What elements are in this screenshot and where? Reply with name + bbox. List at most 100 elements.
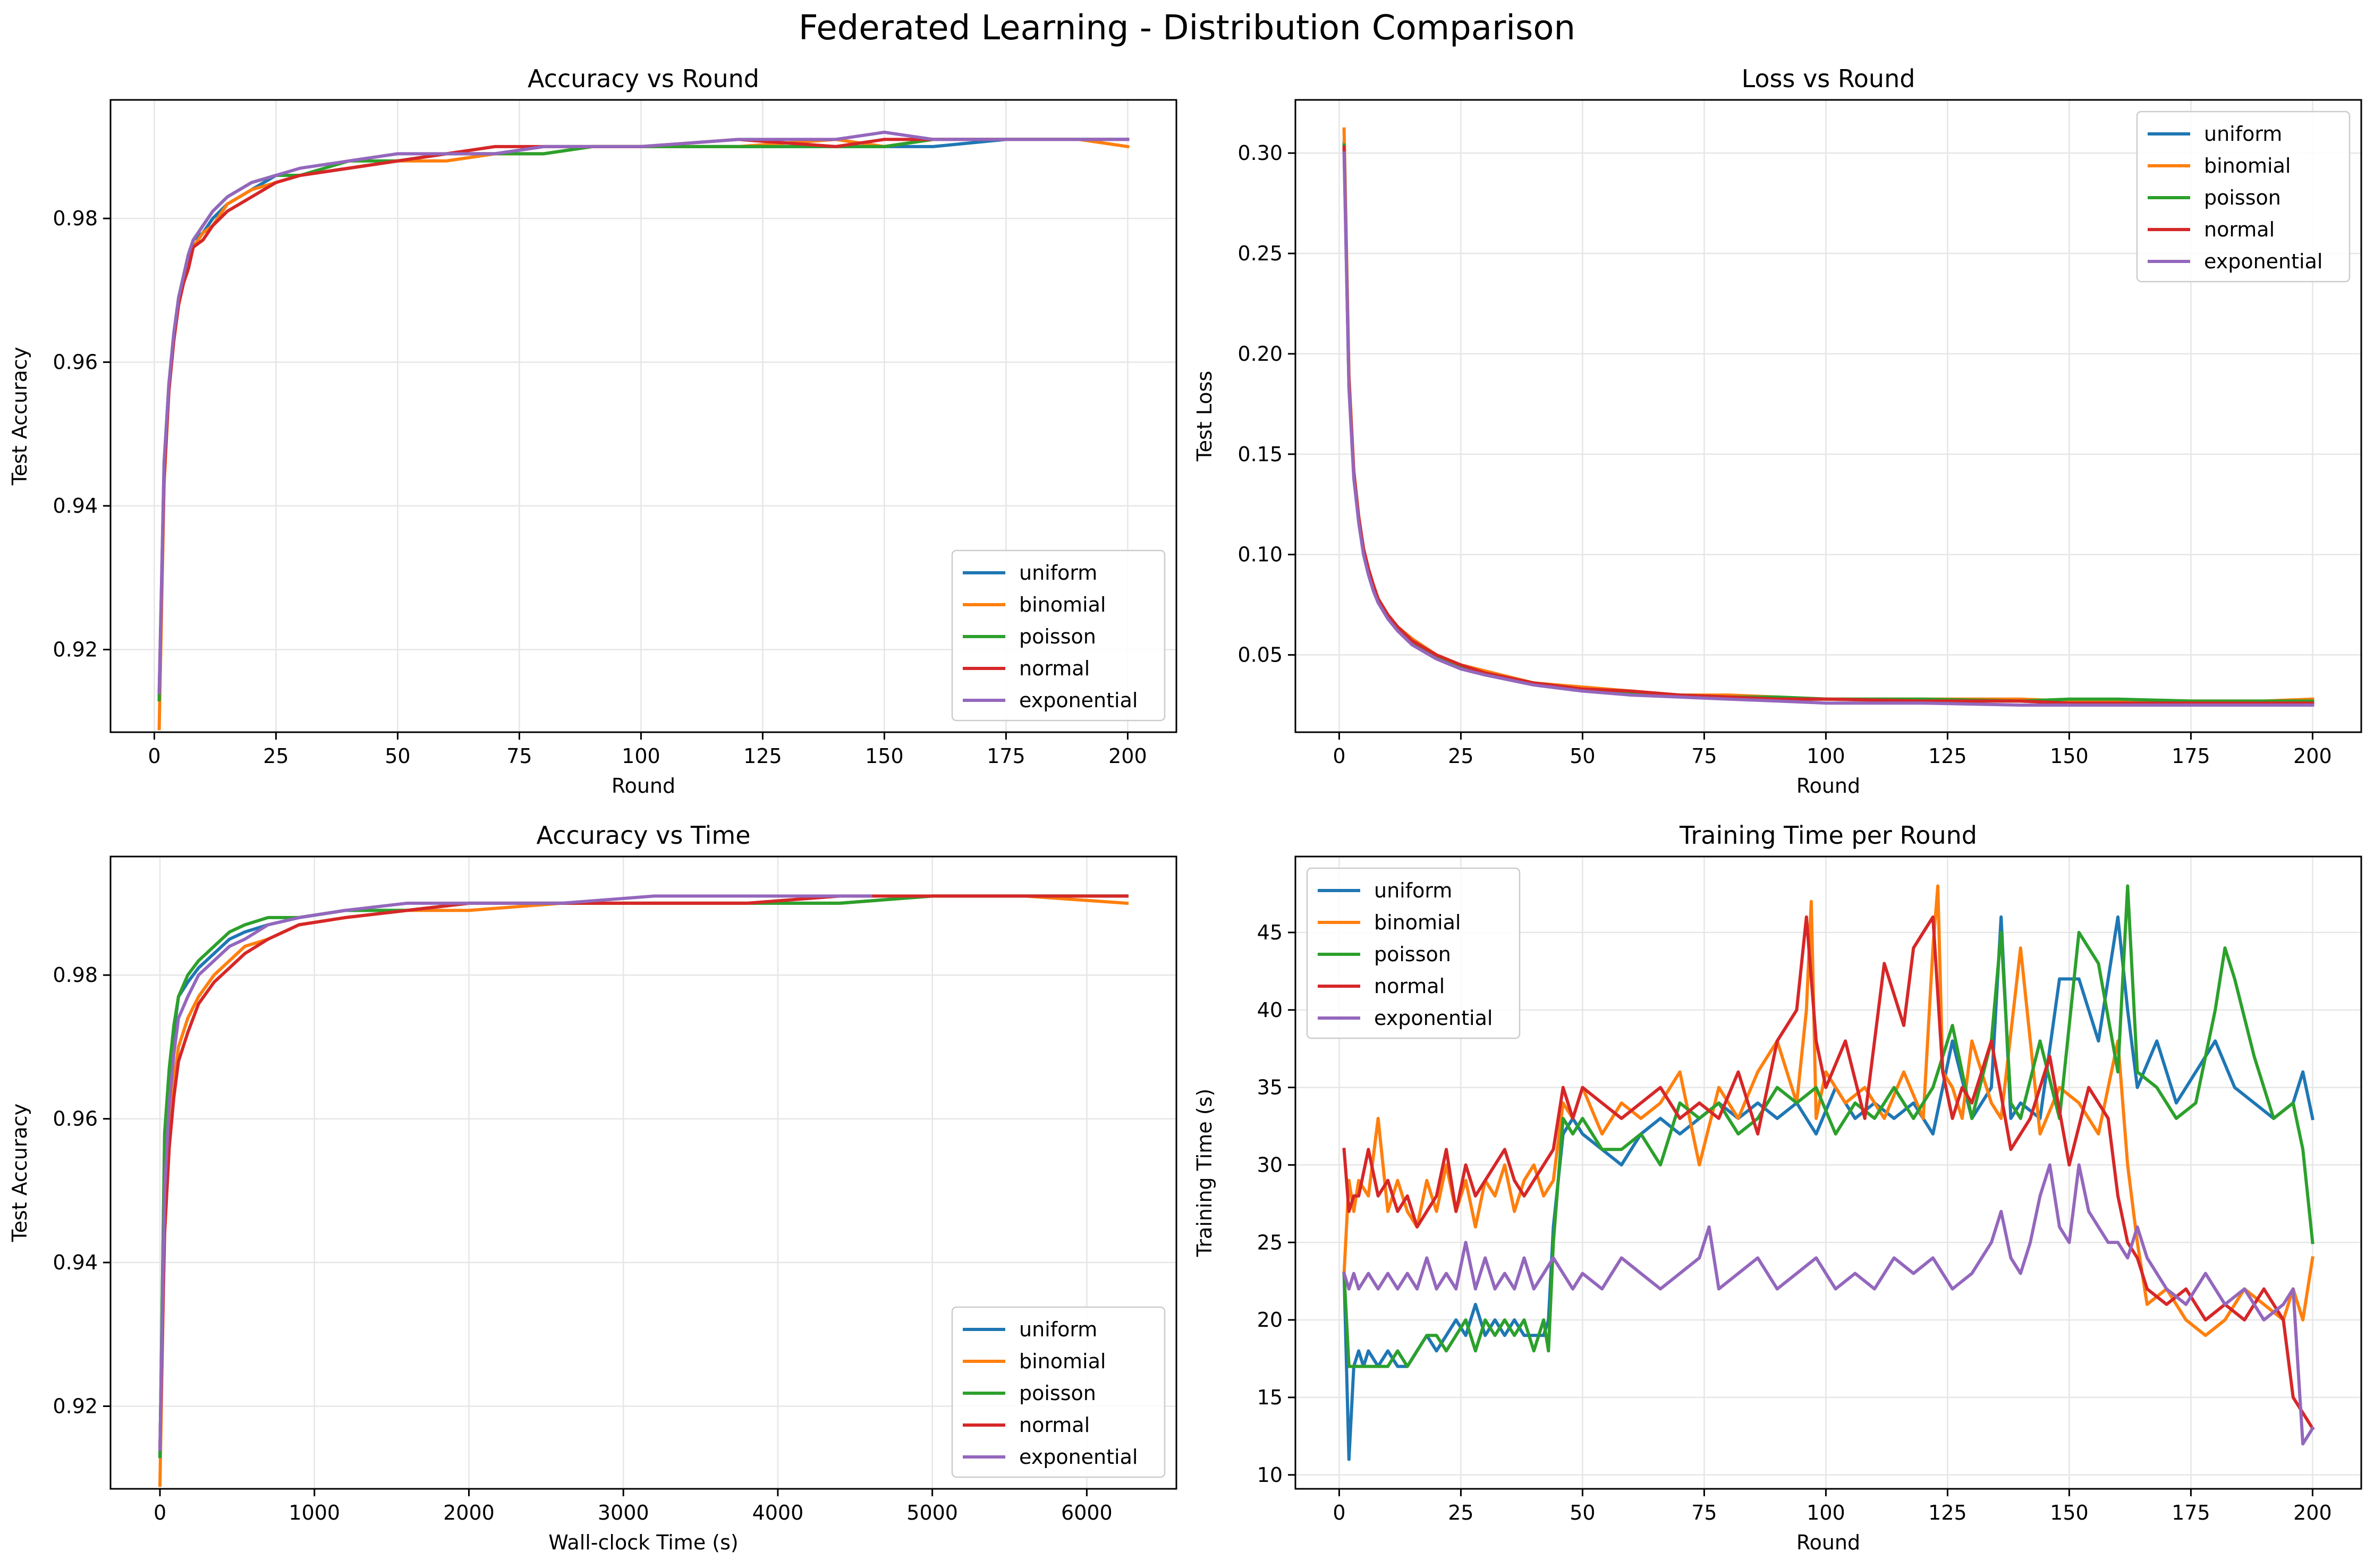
legend-label-binomial: binomial	[2204, 154, 2291, 177]
y-tick-label: 0.10	[1237, 543, 1283, 566]
x-tick-label: 3000	[598, 1501, 649, 1524]
y-tick-label: 0.15	[1237, 443, 1283, 466]
x-tick-label: 150	[865, 744, 904, 768]
legend-label-uniform: uniform	[1374, 879, 1452, 902]
legend-box	[2136, 111, 2351, 283]
legend: uniform binomial poisson normal exponential	[951, 1306, 1166, 1478]
legend-label-poisson: poisson	[1019, 1381, 1096, 1405]
legend-label-uniform: uniform	[2204, 122, 2282, 146]
legend: uniform binomial poisson normal exponential	[2136, 111, 2351, 283]
x-tick-label: 200	[1108, 744, 1147, 768]
x-tick-label: 150	[2050, 1501, 2089, 1524]
chart-title: Training Time per Round	[1679, 821, 1977, 850]
x-tick-label: 25	[263, 744, 289, 768]
x-tick-label: 4000	[752, 1501, 804, 1524]
y-tick-label: 35	[1257, 1076, 1283, 1099]
y-tick-label: 0.98	[53, 207, 98, 230]
x-tick-label: 2000	[443, 1501, 495, 1524]
x-tick-label: 125	[1928, 1501, 1967, 1524]
x-tick-label: 0	[154, 1501, 166, 1524]
series-line-normal	[158, 894, 1129, 1451]
x-tick-label: 100	[622, 744, 660, 768]
legend-label-poisson: poisson	[1374, 943, 1451, 966]
legend-label-binomial: binomial	[1019, 593, 1106, 616]
legend-label-normal: normal	[1019, 657, 1090, 680]
x-axis-label: Round	[1796, 1531, 1860, 1554]
x-tick-label: 0	[148, 744, 160, 768]
chart-title: Accuracy vs Round	[528, 64, 759, 93]
series-line-poisson	[158, 894, 1129, 1459]
legend-box	[951, 1306, 1166, 1478]
x-tick-label: 100	[1807, 744, 1845, 768]
legend-label-poisson: poisson	[1019, 625, 1096, 648]
legend-label-exponential: exponential	[1019, 689, 1138, 712]
y-tick-label: 25	[1257, 1231, 1283, 1254]
y-tick-label: 0.05	[1237, 643, 1283, 667]
x-tick-label: 25	[1448, 744, 1473, 768]
chart-panel-4: 0 25 50 75 100 125 150 175 200 10 15 20 25 30 35 40 45 Tr…	[1193, 821, 2362, 1554]
legend-label-exponential: exponential	[2204, 250, 2322, 273]
chart-title: Loss vs Round	[1742, 64, 1915, 93]
y-tick-label: 0.96	[53, 351, 98, 374]
x-axis-label: Round	[612, 774, 675, 798]
x-tick-label: 100	[1807, 1501, 1845, 1524]
y-tick-label: 40	[1257, 998, 1283, 1022]
legend: uniform binomial poisson normal exponential	[1306, 867, 1521, 1039]
y-axis-label: Test Accuracy	[8, 347, 31, 486]
legend-label-binomial: binomial	[1374, 911, 1461, 934]
y-tick-label: 0.30	[1237, 141, 1283, 165]
legend-label-exponential: exponential	[1019, 1445, 1138, 1469]
legend-label-binomial: binomial	[1019, 1350, 1106, 1373]
x-tick-label: 0	[1333, 1501, 1345, 1524]
x-tick-label: 50	[1570, 744, 1595, 768]
y-axis-label: Test Accuracy	[8, 1104, 31, 1242]
axes-frame	[109, 855, 1177, 1490]
x-tick-label: 0	[1333, 744, 1345, 768]
axes-frame	[1294, 99, 2362, 733]
y-tick-label: 0.20	[1237, 342, 1283, 366]
series-line-exponential	[158, 894, 872, 1451]
x-tick-label: 175	[987, 744, 1025, 768]
x-tick-label: 75	[1691, 744, 1717, 768]
y-tick-label: 0.94	[53, 1251, 98, 1274]
legend-label-uniform: uniform	[1019, 1318, 1097, 1341]
x-tick-label: 5000	[906, 1501, 958, 1524]
legend-label-poisson: poisson	[2204, 186, 2281, 209]
y-tick-label: 30	[1257, 1153, 1283, 1176]
x-tick-label: 150	[2050, 744, 2089, 768]
legend-label-normal: normal	[1019, 1413, 1090, 1437]
y-axis-label: Test Loss	[1193, 371, 1216, 462]
x-tick-label: 175	[2172, 744, 2210, 768]
figure-title: Federated Learning - Distribution Compar…	[799, 9, 1575, 48]
x-tick-label: 200	[2293, 744, 2332, 768]
legend-label-normal: normal	[2204, 218, 2275, 241]
legend-label-uniform: uniform	[1019, 561, 1097, 584]
legend: uniform binomial poisson normal exponential	[951, 549, 1166, 722]
y-tick-label: 15	[1257, 1386, 1283, 1409]
chart-panel-3: 0 1000 2000 3000 4000 5000 6000 0.92 0.94 0.96 0.9…	[8, 821, 1177, 1554]
x-tick-label: 75	[506, 744, 532, 768]
legend-box	[951, 549, 1166, 722]
x-tick-label: 75	[1691, 1501, 1717, 1524]
chart-panel-2: 0 25 50 75 100 125 150 175 200 0.05 0.10 0.15 0.20 0.…	[1193, 64, 2362, 798]
legend-box	[1306, 867, 1521, 1039]
y-tick-label: 0.96	[53, 1107, 98, 1131]
y-tick-label: 10	[1257, 1463, 1283, 1487]
legend-label-exponential: exponential	[1374, 1006, 1493, 1030]
x-tick-label: 175	[2172, 1501, 2210, 1524]
x-tick-label: 50	[1570, 1501, 1595, 1524]
series-line-normal	[1342, 915, 2315, 1431]
y-tick-label: 45	[1257, 921, 1283, 944]
y-axis-label: Training Time (s)	[1193, 1089, 1216, 1258]
series-line-exponential	[1342, 151, 2314, 707]
x-tick-label: 50	[385, 744, 410, 768]
x-tick-label: 6000	[1061, 1501, 1113, 1524]
series-line-poisson	[1342, 884, 2314, 1368]
chart-title: Accuracy vs Time	[536, 821, 750, 850]
x-tick-label: 25	[1448, 1501, 1473, 1524]
y-tick-label: 0.94	[53, 494, 98, 518]
x-tick-label: 1000	[289, 1501, 340, 1524]
y-tick-label: 0.25	[1237, 242, 1283, 265]
